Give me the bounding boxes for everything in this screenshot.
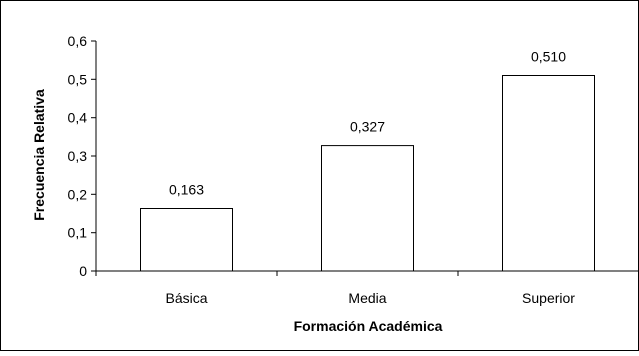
bars-layer <box>140 75 595 272</box>
y-tick-label-3: 0,2 <box>68 186 88 202</box>
y-tick-label-2: 0,1 <box>68 225 88 241</box>
x-tick-label-1: Básica <box>165 290 207 306</box>
y-tick-label-7: 0,6 <box>68 33 88 49</box>
x-tick-label-3: Superior <box>522 290 575 306</box>
data-label-3: 0,510 <box>531 49 566 65</box>
x-tick-label-2: Media <box>348 290 386 306</box>
labels-layer: 0,163 Básica 0,327 Media 0,510 Superior 0 0,1 0,… <box>68 33 576 306</box>
bar-2 <box>321 145 414 272</box>
bar-1 <box>140 208 233 272</box>
y-tick-label-6: 0,5 <box>68 71 88 87</box>
y-tick-label-5: 0,4 <box>68 110 88 126</box>
data-label-1: 0,163 <box>169 182 204 198</box>
y-tick-label-4: 0,3 <box>68 148 88 164</box>
y-tick-label-1: 0 <box>79 263 87 279</box>
y-axis-title: Frecuencia Relativa <box>31 89 47 221</box>
x-axis-title: Formación Académica <box>294 318 443 334</box>
axes-layer <box>91 40 639 276</box>
data-label-2: 0,327 <box>350 119 385 135</box>
bar-3 <box>502 75 595 272</box>
